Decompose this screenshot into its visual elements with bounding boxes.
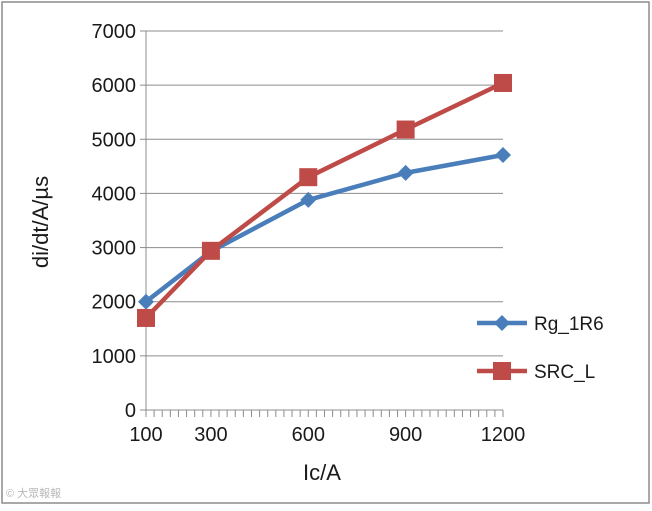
y-tick-label: 1000: [92, 346, 137, 368]
data-point: [299, 168, 318, 187]
x-tick-label: 300: [194, 424, 227, 446]
data-point: [138, 293, 154, 310]
legend: Rg_1R6 SRC_L: [477, 314, 604, 383]
data-point: [396, 120, 415, 139]
y-tick-label: 7000: [92, 21, 137, 43]
x-tick-label: 600: [292, 424, 325, 446]
y-tick-label: 6000: [92, 75, 137, 97]
data-point: [137, 308, 155, 327]
series-rg-1r6: [138, 146, 511, 310]
x-tick-label: 900: [389, 424, 422, 446]
data-point: [300, 191, 317, 208]
data-point: [397, 164, 414, 181]
series-layer: [137, 73, 512, 327]
legend-entry: Rg_1R6: [477, 314, 604, 335]
y-tick-label: 5000: [92, 129, 137, 151]
gridlines: [146, 30, 503, 357]
axes: 0 1000 2000 3000 4000 5000 6000 7000 100 300 600 90…: [92, 21, 526, 446]
data-point: [201, 241, 220, 260]
legend-entry: SRC_L: [477, 362, 595, 383]
data-point: [495, 146, 511, 163]
y-tick-label: 0: [125, 400, 136, 422]
y-tick-label: 2000: [92, 292, 137, 314]
series-src-l: [137, 73, 512, 327]
legend-marker: [493, 362, 511, 380]
y-tick-label: 4000: [92, 183, 137, 205]
watermark-text: © 大眾報報: [6, 486, 61, 500]
legend-marker: [494, 315, 510, 331]
y-axis-title: di/dt/A/µs: [28, 176, 53, 268]
x-tick-label: 1200: [481, 424, 526, 446]
y-tick-label: 3000: [92, 238, 137, 260]
data-point: [494, 73, 512, 92]
x-axis-title: Ic/A: [303, 460, 341, 485]
legend-label: SRC_L: [534, 362, 595, 383]
legend-label: Rg_1R6: [534, 314, 604, 335]
x-tick-label: 100: [129, 424, 162, 446]
